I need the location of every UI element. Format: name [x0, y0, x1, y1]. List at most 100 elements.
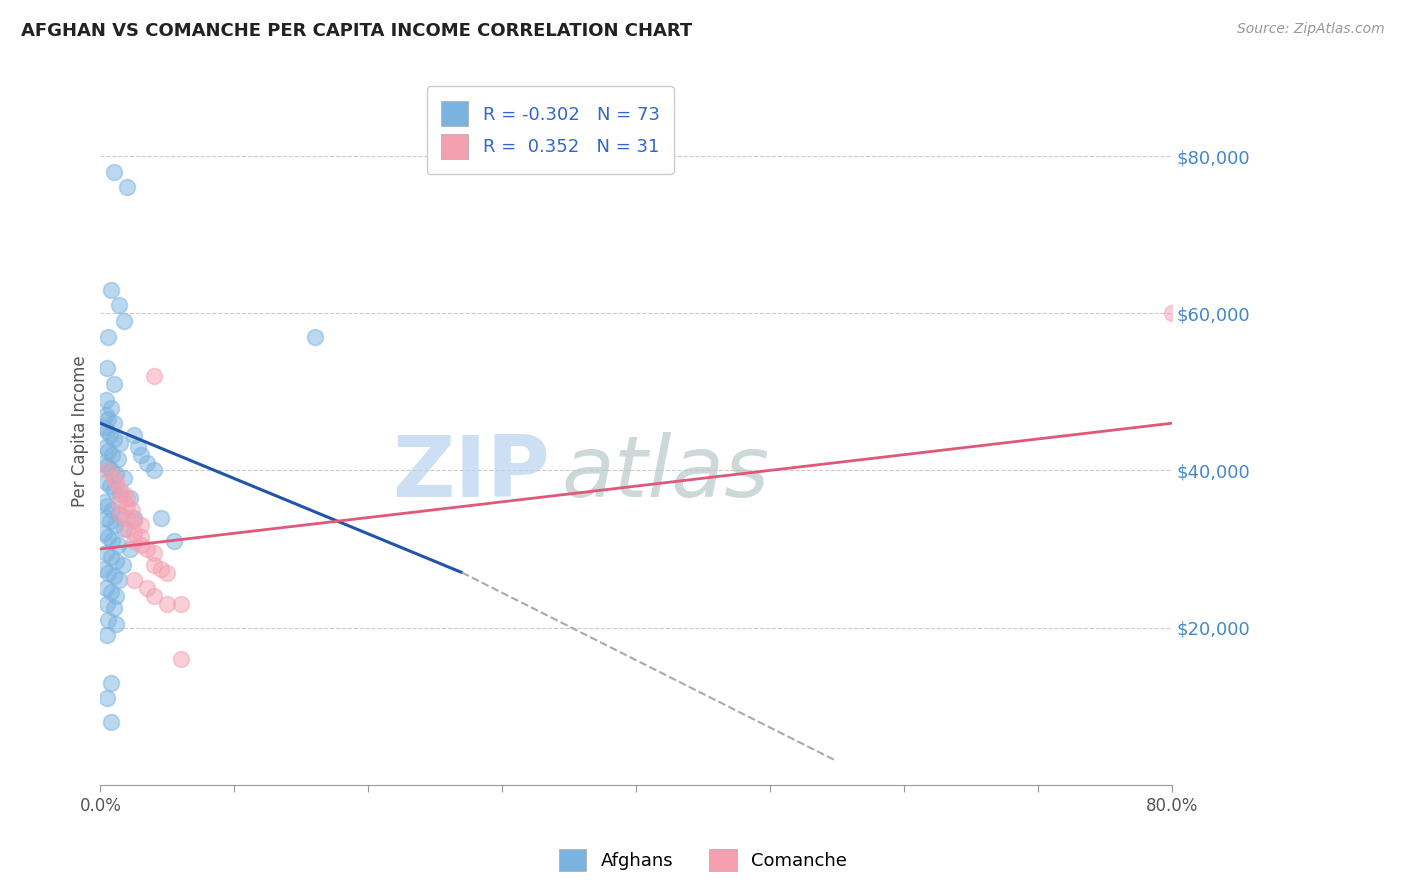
Point — [121, 502, 143, 516]
Point — [96, 499, 118, 513]
Point — [101, 448, 124, 462]
Point — [97, 530, 120, 544]
Point — [112, 558, 135, 572]
Point — [105, 475, 128, 490]
Point — [93, 456, 115, 470]
Point — [96, 628, 118, 642]
Point — [142, 463, 165, 477]
Point — [103, 569, 125, 583]
Point — [93, 526, 115, 541]
Point — [94, 510, 117, 524]
Point — [115, 499, 138, 513]
Point — [98, 428, 121, 442]
Text: atlas: atlas — [561, 432, 769, 515]
Point — [149, 561, 172, 575]
Point — [97, 566, 120, 580]
Point — [110, 436, 132, 450]
Point — [136, 541, 159, 556]
Point — [100, 401, 122, 415]
Point — [96, 691, 118, 706]
Point — [170, 597, 193, 611]
Point — [136, 582, 159, 596]
Point — [101, 534, 124, 549]
Point — [142, 546, 165, 560]
Point — [93, 561, 115, 575]
Point — [129, 538, 152, 552]
Point — [97, 613, 120, 627]
Point — [149, 510, 172, 524]
Point — [104, 518, 127, 533]
Point — [115, 180, 138, 194]
Point — [105, 616, 128, 631]
Point — [98, 515, 121, 529]
Point — [118, 541, 141, 556]
Point — [93, 495, 115, 509]
Point — [93, 420, 115, 434]
Point — [94, 392, 117, 407]
Point — [118, 491, 141, 505]
Point — [156, 566, 179, 580]
Point — [103, 416, 125, 430]
Point — [122, 526, 145, 541]
Point — [97, 330, 120, 344]
Point — [98, 479, 121, 493]
Point — [129, 518, 152, 533]
Point — [122, 515, 145, 529]
Point — [114, 314, 136, 328]
Point — [96, 459, 118, 474]
Point — [94, 475, 117, 490]
Point — [115, 522, 138, 536]
Point — [103, 165, 125, 179]
Point — [96, 597, 118, 611]
Point — [122, 428, 145, 442]
Y-axis label: Per Capita Income: Per Capita Income — [72, 355, 89, 507]
Point — [107, 451, 129, 466]
Point — [97, 412, 120, 426]
Point — [108, 495, 131, 509]
Point — [122, 510, 145, 524]
Point — [108, 298, 131, 312]
Point — [114, 522, 136, 536]
Point — [103, 376, 125, 391]
Point — [163, 534, 186, 549]
Point — [170, 652, 193, 666]
Point — [110, 487, 132, 501]
Point — [96, 361, 118, 376]
Point — [110, 483, 132, 497]
Point — [100, 675, 122, 690]
Point — [115, 510, 138, 524]
Text: ZIP: ZIP — [392, 432, 550, 515]
Point — [127, 440, 149, 454]
Point — [122, 574, 145, 588]
Point — [105, 467, 128, 482]
Point — [129, 448, 152, 462]
Point — [94, 546, 117, 560]
Point — [304, 330, 326, 344]
Point — [101, 502, 124, 516]
Point — [100, 714, 122, 729]
Point — [122, 534, 145, 549]
Point — [110, 507, 132, 521]
Point — [100, 463, 122, 477]
Point — [114, 487, 136, 501]
Point — [103, 483, 125, 497]
Point — [94, 440, 117, 454]
Point — [142, 589, 165, 603]
Point — [103, 471, 125, 485]
Text: AFGHAN VS COMANCHE PER CAPITA INCOME CORRELATION CHART: AFGHAN VS COMANCHE PER CAPITA INCOME COR… — [21, 22, 692, 40]
Point — [103, 432, 125, 446]
Point — [1160, 306, 1182, 320]
Point — [96, 463, 118, 477]
Point — [129, 530, 152, 544]
Point — [96, 424, 118, 438]
Point — [107, 538, 129, 552]
Legend: Afghans, Comanche: Afghans, Comanche — [553, 842, 853, 879]
Point — [115, 491, 138, 505]
Point — [108, 574, 131, 588]
Point — [105, 589, 128, 603]
Point — [103, 601, 125, 615]
Point — [100, 549, 122, 564]
Point — [94, 409, 117, 423]
Point — [97, 443, 120, 458]
Point — [136, 456, 159, 470]
